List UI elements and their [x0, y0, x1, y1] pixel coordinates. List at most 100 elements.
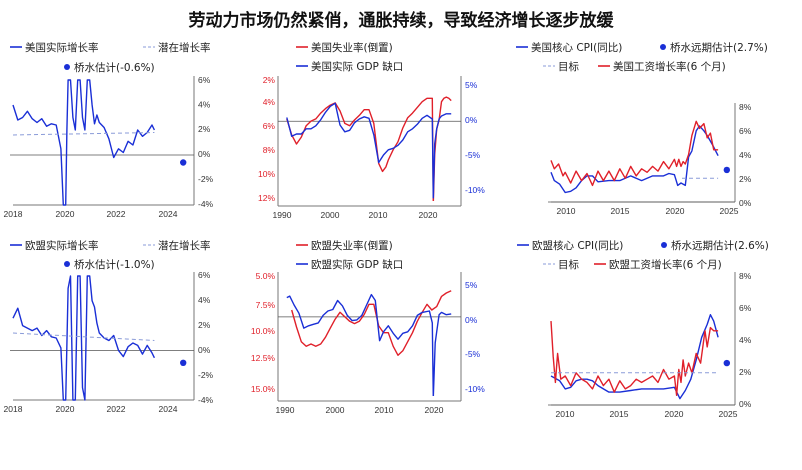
legend-dot: [64, 261, 70, 267]
y-right-tick-label: 6%: [739, 126, 752, 136]
y-right-tick-label: 5%: [465, 80, 478, 90]
x-tick-label: 2010: [375, 405, 394, 415]
legend-label: 欧盟实际 GDP 缺口: [311, 258, 403, 271]
y-right-tick-label: 8%: [739, 271, 752, 281]
estimate-point: [723, 166, 731, 174]
y-right-tick-label: -10%: [465, 185, 485, 195]
legend-dot: [661, 242, 667, 248]
series-line-1: [286, 293, 452, 396]
legend-label: 桥水远期估计(2.7%): [670, 41, 768, 54]
y-left-tick-label: 6%: [263, 121, 276, 131]
x-tick-label: 2020: [56, 209, 75, 219]
y-right-tick-label: -4%: [198, 395, 214, 405]
y-left-tick-label: 12%: [258, 193, 275, 203]
legend-label: 欧盟失业率(倒置): [311, 239, 393, 252]
legend-label: 潜在增长率: [158, 41, 211, 54]
legend-label: 美国实际 GDP 缺口: [311, 60, 403, 73]
legend-label: 桥水估计(-0.6%): [74, 61, 155, 74]
y-right-tick-label: 0%: [739, 399, 752, 409]
y-right-tick-label: 8%: [739, 102, 752, 112]
legend-label: 桥水估计(-1.0%): [74, 258, 155, 271]
legend-dot: [64, 64, 70, 70]
x-tick-label: 2010: [556, 409, 575, 419]
x-tick-label: 1990: [273, 210, 292, 220]
y-right-tick-label: 4%: [198, 100, 211, 110]
y-right-tick-label: -2%: [198, 370, 214, 380]
x-tick-label: 2025: [720, 206, 739, 216]
chart-panel-eu-inflation: 2010 2015 2020 2025 8% 6% 4% 2% 0% 欧盟核心 CPI(同比) 桥水…: [517, 239, 769, 419]
plot-area: [12, 275, 156, 401]
y-right-tick-label: 0%: [465, 115, 478, 125]
legend-label: 目标: [558, 61, 579, 73]
x-tick-label: 2015: [610, 409, 629, 419]
y-right-tick-label: 2%: [739, 174, 752, 184]
y-left-tick-label: 4%: [263, 97, 276, 107]
y-right-tick-label: 2%: [198, 124, 211, 134]
x-tick-label: 2020: [419, 210, 438, 220]
legend-dot: [660, 44, 666, 50]
x-tick-label: 2020: [56, 404, 75, 414]
series-line-0: [286, 96, 452, 201]
chart-panel-eu-labor: 1990 2000 2010 2020 5% 0% -5% -10% 5.0% 7.5% 10.0%…: [251, 239, 485, 415]
y-right-tick-label: 4%: [739, 335, 752, 345]
y-left-tick-label: 7.5%: [256, 300, 276, 310]
series-line-0: [12, 275, 156, 401]
page-title: 劳动力市场仍然紧俏，通胀持续，导致经济增长逐步放缓: [188, 11, 614, 31]
series-line-1: [286, 102, 452, 199]
legend-label: 潜在增长率: [158, 239, 211, 252]
x-tick-label: 2000: [326, 405, 345, 415]
y-right-tick-label: -2%: [198, 174, 214, 184]
legend-label: 欧盟核心 CPI(同比): [532, 239, 623, 252]
y-left-tick-label: 5.0%: [256, 271, 276, 281]
y-left-tick-label: 10%: [258, 169, 275, 179]
y-left-tick-label: 12.5%: [251, 353, 276, 363]
series-line-1: [550, 321, 719, 396]
y-right-tick-label: 0%: [465, 315, 478, 325]
y-right-tick-label: 4%: [739, 150, 752, 160]
series-line-0: [291, 290, 452, 356]
y-right-tick-label: -10%: [465, 384, 485, 394]
series-line-1: [550, 120, 719, 187]
y-right-tick-label: 5%: [465, 280, 478, 290]
x-tick-label: 2000: [321, 210, 340, 220]
y-right-tick-label: 0%: [198, 345, 211, 355]
plot-area: [550, 314, 719, 400]
y-right-tick-label: 0%: [739, 198, 752, 208]
x-tick-label: 2020: [425, 405, 444, 415]
x-tick-label: 1990: [276, 405, 295, 415]
y-right-tick-label: -5%: [465, 349, 481, 359]
chart-panel-eu-growth: 2018 2020 2022 2024 6% 4% 2% 0% -2% -4% 欧盟实际增长率 潜在增…: [4, 239, 214, 414]
chart-panel-us-inflation: 2010 2015 2020 2025 8% 6% 4% 2% 0% 美国核心 CPI(同比) 桥水…: [516, 41, 768, 216]
x-tick-label: 2025: [719, 409, 738, 419]
series-line-1: [12, 332, 155, 341]
x-tick-label: 2022: [107, 404, 126, 414]
x-tick-label: 2018: [4, 209, 23, 219]
legend-label: 目标: [558, 259, 579, 271]
y-right-tick-label: -4%: [198, 199, 214, 209]
plot-area: [12, 79, 156, 206]
x-tick-label: 2020: [665, 409, 684, 419]
legend-label: 桥水远期估计(2.6%): [671, 239, 769, 252]
legend-label: 美国实际增长率: [25, 41, 99, 54]
y-right-tick-label: 6%: [739, 303, 752, 313]
legend-label: 美国失业率(倒置): [311, 41, 393, 54]
y-right-tick-label: 4%: [198, 295, 211, 305]
y-right-tick-label: 2%: [198, 320, 211, 330]
y-right-tick-label: -5%: [465, 150, 481, 160]
x-tick-label: 2015: [611, 206, 630, 216]
series-line-0: [12, 79, 156, 206]
estimate-point: [180, 359, 187, 366]
plot-area: [286, 96, 452, 201]
legend-label: 美国工资增长率(6 个月): [613, 60, 726, 73]
y-left-tick-label: 8%: [263, 145, 276, 155]
x-tick-label: 2024: [159, 404, 178, 414]
y-right-tick-label: 6%: [198, 270, 211, 280]
plot-area: [550, 120, 719, 194]
x-tick-label: 2020: [666, 206, 685, 216]
chart-panel-us-labor: 1990 2000 2010 2020 5% 0% -5% -10% 2% 4% 6% 8% 10% 12…: [258, 41, 485, 220]
series-line-0: [550, 125, 719, 194]
x-tick-label: 2022: [107, 209, 126, 219]
y-right-tick-label: 6%: [198, 75, 211, 85]
y-left-tick-label: 2%: [263, 75, 276, 85]
